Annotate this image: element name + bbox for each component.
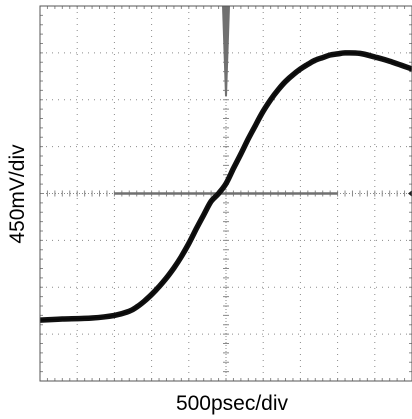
- y-axis-label: 450mV/div: [6, 144, 29, 244]
- reference-markers: [114, 6, 412, 197]
- trigger-marker: [222, 6, 230, 96]
- plot-frame: [39, 5, 412, 382]
- ground-level-marker: [408, 190, 412, 197]
- waveform-line-core: [39, 52, 412, 321]
- x-axis-label: 500psec/div: [176, 392, 289, 415]
- waveform-trace: [39, 50, 412, 323]
